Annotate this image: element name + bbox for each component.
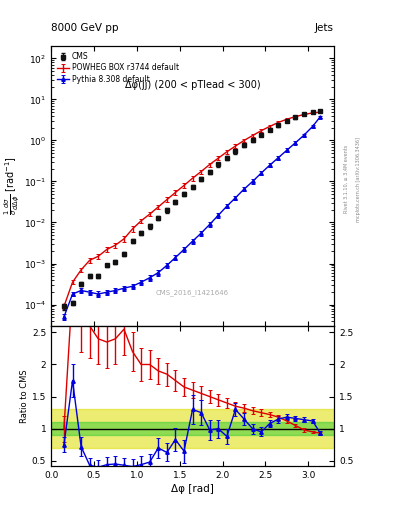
Bar — [51, 410, 334, 448]
Text: Jets: Jets — [315, 23, 334, 33]
Text: Δφ(jj) (200 < pTlead < 300): Δφ(jj) (200 < pTlead < 300) — [125, 80, 261, 90]
Bar — [51, 422, 334, 435]
Text: mcplots.cern.ch [arXiv:1306.3436]: mcplots.cern.ch [arXiv:1306.3436] — [356, 137, 361, 222]
Y-axis label: Ratio to CMS: Ratio to CMS — [20, 369, 29, 423]
Text: CMS_2016_I1421646: CMS_2016_I1421646 — [156, 289, 229, 296]
Text: Rivet 3.1.10, ≥ 3.4M events: Rivet 3.1.10, ≥ 3.4M events — [344, 145, 349, 214]
Text: 8000 GeV pp: 8000 GeV pp — [51, 23, 119, 33]
Legend: CMS, POWHEG BOX r3744 default, Pythia 8.308 default: CMS, POWHEG BOX r3744 default, Pythia 8.… — [55, 50, 181, 86]
Y-axis label: $\frac{1}{\sigma}\frac{d\sigma}{d\Delta\phi}$ [rad$^{-1}$]: $\frac{1}{\sigma}\frac{d\sigma}{d\Delta\… — [2, 157, 21, 216]
X-axis label: Δφ [rad]: Δφ [rad] — [171, 484, 214, 494]
